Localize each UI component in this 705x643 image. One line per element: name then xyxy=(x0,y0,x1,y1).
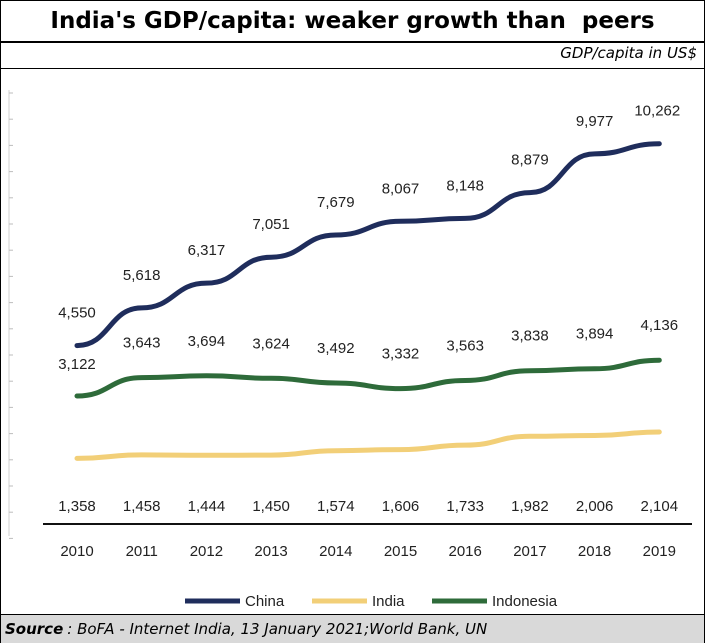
x-tick-label: 2014 xyxy=(319,543,352,560)
data-label-indonesia: 3,122 xyxy=(58,356,96,373)
legend-label-china: China xyxy=(245,593,285,610)
series-line-china xyxy=(74,141,662,349)
data-label-china: 8,148 xyxy=(446,177,484,194)
data-label-indonesia: 3,894 xyxy=(576,326,614,343)
data-label-india: 1,982 xyxy=(511,498,549,515)
data-label-india: 1,733 xyxy=(446,498,484,515)
x-tick-label: 2018 xyxy=(578,543,611,560)
data-label-indonesia: 3,563 xyxy=(446,337,484,354)
data-label-china: 5,618 xyxy=(123,267,161,284)
data-label-india: 1,444 xyxy=(188,498,226,515)
data-label-india: 1,606 xyxy=(382,498,420,515)
x-tick-label: 2015 xyxy=(384,543,417,560)
source-label: Source xyxy=(5,620,64,638)
data-label-india: 2,104 xyxy=(641,498,679,515)
x-tick-label: 2016 xyxy=(449,543,482,560)
series-line-india xyxy=(74,429,662,461)
data-label-china: 10,262 xyxy=(634,103,680,120)
chart-title: India's GDP/capita: weaker growth than p… xyxy=(1,1,704,43)
legend-label-indonesia: Indonesia xyxy=(492,593,558,610)
data-label-india: 1,450 xyxy=(252,498,290,515)
data-label-indonesia: 3,492 xyxy=(317,340,355,357)
unit-label: GDP/capita in US$ xyxy=(560,44,697,62)
x-tick-label: 2011 xyxy=(126,543,158,560)
source-text: : BoFA - Internet India, 13 January 2021… xyxy=(67,620,488,638)
legend-label-india: India xyxy=(372,593,405,610)
series-line-indonesia xyxy=(74,357,662,399)
data-label-india: 2,006 xyxy=(576,498,614,515)
source-bar: Source : BoFA - Internet India, 13 Janua… xyxy=(1,614,704,643)
data-label-china: 4,550 xyxy=(58,305,96,322)
x-tick-label: 2019 xyxy=(643,543,676,560)
x-tick-label: 2010 xyxy=(60,543,93,560)
data-label-china: 9,977 xyxy=(576,113,614,130)
data-label-china: 8,067 xyxy=(382,180,420,197)
unit-divider xyxy=(1,68,704,69)
x-tick-label: 2012 xyxy=(190,543,223,560)
data-label-indonesia: 3,643 xyxy=(123,335,161,352)
data-label-china: 7,051 xyxy=(252,216,290,233)
data-label-india: 1,358 xyxy=(58,498,96,515)
data-label-china: 6,317 xyxy=(188,242,226,259)
data-label-indonesia: 3,694 xyxy=(188,333,226,350)
x-tick-label: 2017 xyxy=(513,543,546,560)
x-tick-label: 2013 xyxy=(254,543,287,560)
data-label-indonesia: 3,624 xyxy=(252,335,290,352)
data-label-china: 7,679 xyxy=(317,194,355,211)
data-label-indonesia: 3,332 xyxy=(382,346,420,363)
data-label-indonesia: 3,838 xyxy=(511,328,549,345)
data-label-china: 8,879 xyxy=(511,152,549,169)
data-label-indonesia: 4,136 xyxy=(641,317,679,334)
data-label-india: 1,458 xyxy=(123,498,161,515)
data-label-india: 1,574 xyxy=(317,498,355,515)
